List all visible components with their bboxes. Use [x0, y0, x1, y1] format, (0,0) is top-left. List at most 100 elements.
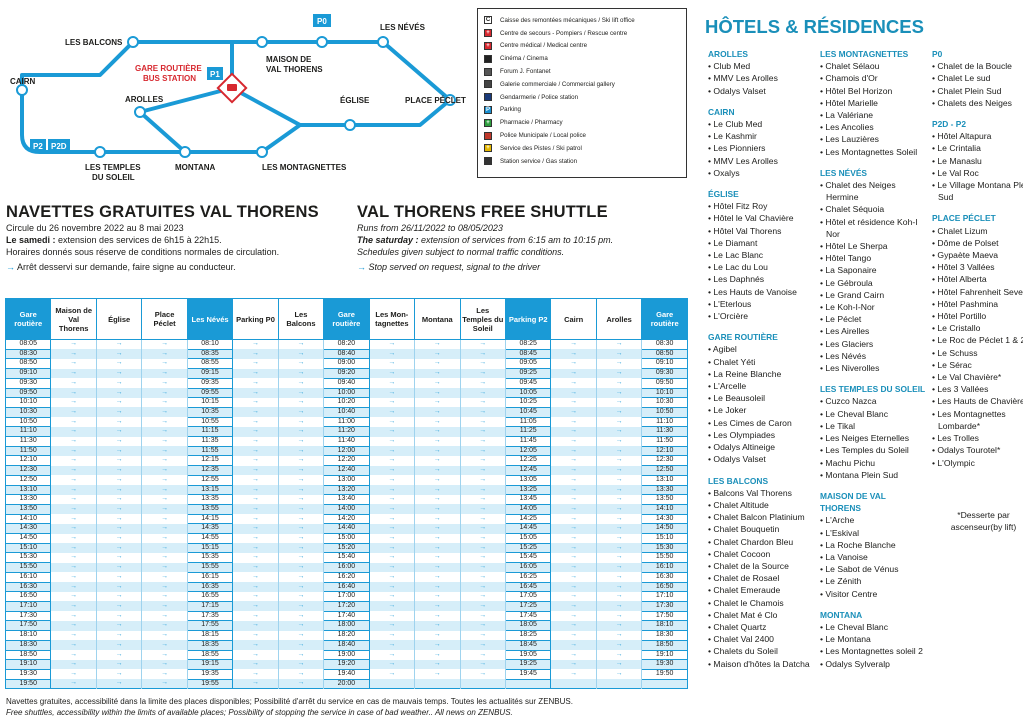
cell: →	[459, 543, 506, 553]
cell: →	[277, 358, 325, 369]
cell: →	[95, 552, 143, 563]
timetable-row: 11:50 → → → 11:55 → → 12:00 → → → 12:05 → → 12:10	[4, 445, 688, 457]
cell: →	[277, 504, 325, 515]
legend-item: Cinéma / Cinema	[484, 52, 680, 65]
cell: →	[595, 494, 643, 505]
cell: →	[232, 388, 279, 398]
legend-icon	[484, 93, 492, 102]
cell: →	[95, 407, 143, 418]
cell: →	[232, 339, 279, 350]
cell: →	[459, 339, 506, 350]
hotel: Le Sabot de Vénus	[820, 563, 928, 575]
hotel: L'Olympic	[932, 457, 1023, 469]
timetable-row: 15:10 → → → 15:15 → → 15:20 → → → 15:25 → → 15:30	[4, 542, 688, 554]
cell: →	[232, 523, 279, 534]
stop	[94, 146, 106, 158]
cell: 18:10	[4, 630, 52, 641]
label: MAISON DE	[266, 55, 312, 64]
hotel: Les Hauts de Chavière	[932, 395, 1023, 407]
cell: →	[368, 650, 416, 660]
cell: 09:45	[504, 377, 552, 389]
cell: 18:30	[4, 639, 52, 651]
cell: →	[414, 368, 461, 379]
group-title: GARE ROUTIÈRE	[708, 332, 778, 343]
cell: 11:10	[4, 426, 52, 438]
hotels-title: HÔTELS & RÉSIDENCES	[705, 16, 924, 37]
cell: →	[459, 620, 506, 631]
footer-en: Free shuttles, accessibility within the …	[6, 708, 513, 717]
cell: →	[368, 358, 416, 369]
cell: →	[368, 562, 416, 573]
cell: 13:10	[641, 474, 688, 486]
cell: →	[414, 397, 461, 408]
cell: →	[141, 611, 188, 621]
hotel: L'Arcelle	[708, 380, 816, 392]
dates: Circule du 26 novembre 2022 au 8 mai 202…	[6, 223, 184, 233]
hotel: Les Montagnettes Lombarde*	[932, 408, 1023, 432]
cell: 10:00	[323, 387, 370, 399]
cell: →	[232, 514, 279, 524]
label: P2D	[51, 142, 67, 151]
cell: →	[50, 611, 97, 621]
hotel: Les Glaciers	[820, 338, 928, 350]
cell: →	[277, 630, 325, 641]
timetable-row: 10:10 → → → 10:15 → → 10:20 → → → 10:25 → → 10:30	[4, 397, 688, 408]
cell: 10:10	[4, 397, 52, 408]
cell: →	[414, 620, 461, 631]
cell: 09:00	[323, 358, 370, 370]
cell: →	[232, 407, 279, 418]
cell: →	[550, 504, 597, 515]
cell: →	[459, 388, 506, 398]
cell: 19:45	[504, 668, 552, 680]
cell: →	[141, 659, 188, 670]
cell: 18:30	[641, 630, 688, 641]
cell: →	[550, 650, 597, 660]
cell: →	[95, 417, 143, 427]
cell: →	[550, 475, 597, 486]
cell: →	[50, 436, 97, 447]
cell: 12:00	[323, 445, 370, 457]
cell: →	[277, 679, 325, 689]
cell: 09:35	[186, 377, 234, 389]
timetable-row: 19:10 → → → 19:15 → → 19:20 → → → 19:25 → → 19:30	[4, 659, 688, 670]
cell: 16:55	[186, 591, 234, 602]
cell: 14:25	[504, 513, 552, 525]
cell: →	[414, 339, 461, 350]
legend-item: Galerie commerciale / Commercial gallery	[484, 78, 680, 91]
cell: →	[459, 591, 506, 602]
stop	[179, 146, 191, 158]
hotel: Chalets du Soleil	[708, 645, 816, 657]
cell: →	[232, 358, 279, 369]
cell: →	[95, 523, 143, 534]
cell: 10:50	[4, 416, 52, 428]
cell: →	[95, 640, 143, 650]
cell: →	[368, 417, 416, 427]
cell: 13:25	[504, 484, 552, 496]
cell: →	[141, 397, 188, 408]
cell: 08:45	[504, 348, 552, 360]
cell: 15:05	[504, 533, 552, 544]
hotel: La Valériane	[820, 109, 928, 121]
cell: →	[550, 523, 597, 534]
column-header: Maison de Val Thorens	[50, 298, 97, 340]
cell: →	[141, 455, 188, 466]
hotel: Les Olympiades	[708, 429, 816, 441]
arrow: →	[6, 262, 15, 272]
hotel: Chalets des Neiges	[932, 97, 1023, 109]
hotel: Chalet le Chamois	[708, 597, 816, 609]
cell: →	[141, 640, 188, 650]
footer-fr: Navettes gratuites, accessibilité dans l…	[6, 697, 573, 706]
cell: 16:15	[186, 571, 234, 583]
footer: Navettes gratuites, accessibilité dans l…	[6, 696, 573, 718]
cell: →	[550, 455, 597, 466]
cell: →	[368, 426, 416, 437]
cell: 13:40	[323, 494, 370, 505]
cell: 13:30	[641, 484, 688, 496]
hotel: Montana Plein Sud	[820, 469, 928, 481]
cell: →	[595, 426, 643, 437]
hotel: Cuzco Nazca	[820, 395, 928, 407]
legend-item: + Service des Pistes / Ski patrol	[484, 142, 680, 155]
cell: 19:10	[4, 659, 52, 670]
cell: →	[277, 669, 325, 680]
